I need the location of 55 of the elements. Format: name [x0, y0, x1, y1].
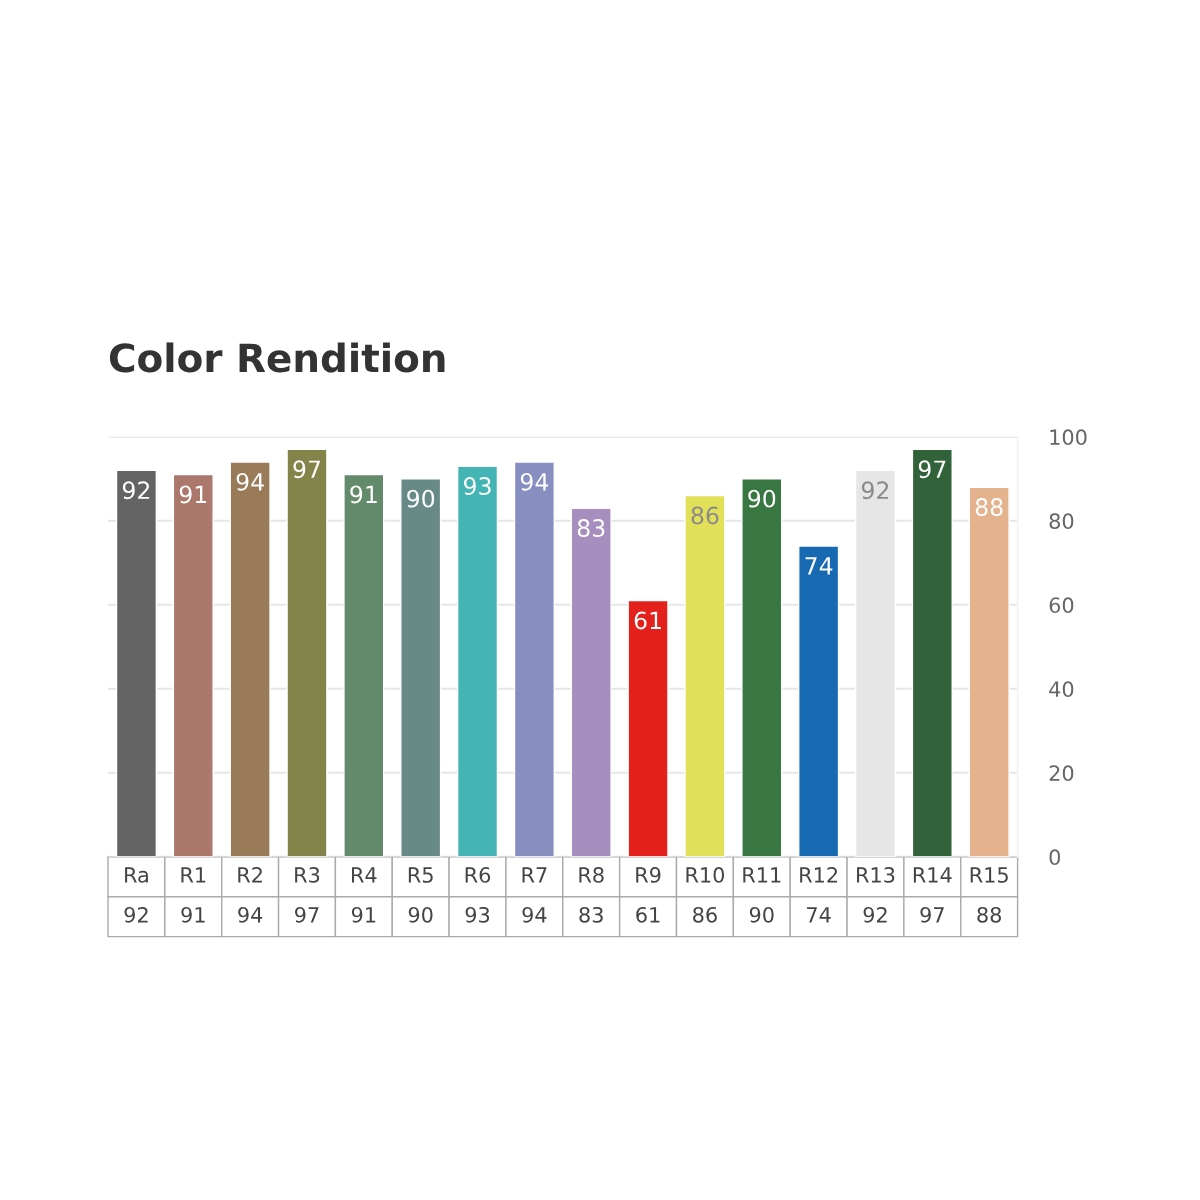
data-label: 94 [238, 906, 263, 923]
x-tick-label: R6 [465, 867, 491, 883]
annotation: 97 [293, 460, 320, 479]
y-tick-label: 40 [1049, 681, 1074, 698]
x-tick-label: R2 [238, 867, 262, 883]
x-tick-label: R5 [408, 867, 433, 883]
annotation: 92 [122, 481, 150, 500]
annotation: 92 [861, 481, 889, 500]
x-tick-label: R10 [686, 867, 725, 883]
annotation: 61 [634, 611, 661, 630]
x-tick-label: R9 [636, 867, 661, 883]
y-tick-label: 0 [1049, 849, 1061, 866]
annotation: 83 [577, 519, 605, 537]
data-label: 83 [579, 906, 603, 923]
annotation: 90 [407, 489, 435, 508]
data-label: 88 [977, 906, 1001, 923]
annotation: 93 [463, 477, 491, 495]
x-tick-label: R11 [743, 867, 781, 883]
annotation: 94 [236, 472, 264, 491]
annotation: 97 [918, 460, 946, 479]
y-tick-label: 60 [1049, 597, 1074, 614]
annotation: 91 [350, 485, 377, 504]
data-label: 86 [693, 906, 717, 923]
y-tick-label: 100 [1050, 429, 1087, 446]
data-label: 91 [351, 906, 376, 923]
y-tick-label: 80 [1049, 513, 1074, 530]
x-tick-label: R3 [295, 867, 320, 883]
annotation: 86 [691, 506, 719, 525]
data-label: 90 [408, 906, 433, 923]
x-tick-label: R12 [800, 867, 838, 883]
x-tick-label: R7 [522, 867, 547, 883]
data-label: 91 [181, 906, 205, 923]
x-tick-label: Ra [125, 867, 148, 883]
annotation: 88 [975, 498, 1003, 516]
annotation: 94 [520, 472, 549, 491]
annotation: 90 [748, 489, 776, 508]
data-label: 74 [807, 907, 831, 923]
data-label: 97 [920, 906, 944, 923]
x-tick-label: R13 [857, 867, 895, 883]
x-tick-label: R8 [579, 867, 604, 883]
chart-title: Color Rendition [109, 342, 445, 373]
data-label: 93 [465, 906, 490, 923]
x-tick-label: R15 [970, 867, 1008, 883]
data-label: 97 [295, 906, 319, 923]
data-label: 61 [636, 906, 660, 923]
x-tick-label: R1 [181, 867, 206, 883]
x-tick-label: R4 [352, 867, 377, 883]
x-tick-label: R14 [913, 867, 952, 883]
data-label: 92 [124, 906, 148, 923]
annotation: 74 [805, 557, 833, 575]
data-label: 92 [863, 906, 887, 923]
data-label: 94 [522, 906, 547, 923]
annotation: 91 [179, 485, 207, 504]
data-label: 90 [749, 906, 774, 923]
y-tick-label: 20 [1049, 765, 1074, 782]
